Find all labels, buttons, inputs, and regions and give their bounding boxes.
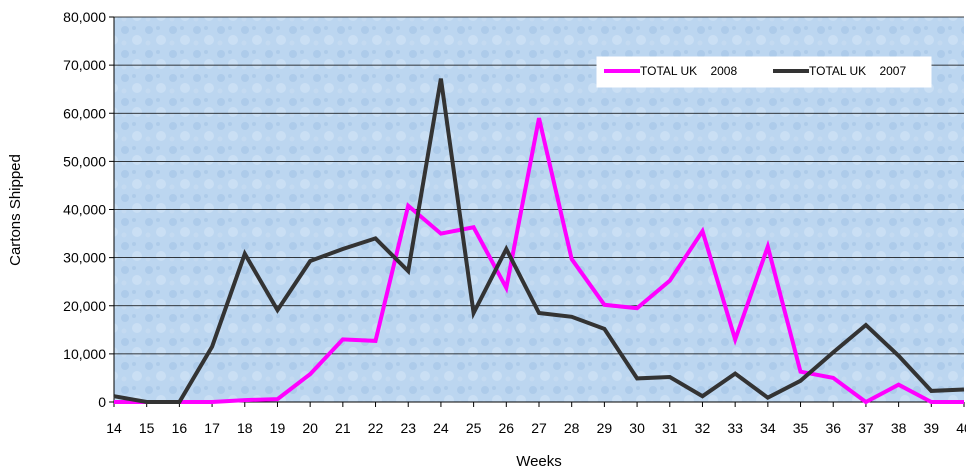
y-tick-label: 20,000 (63, 298, 106, 314)
x-tick-label: 15 (139, 420, 155, 436)
x-tick-label: 18 (237, 420, 253, 436)
x-tick-label: 29 (597, 420, 613, 436)
x-tick-label: 37 (858, 420, 874, 436)
x-tick-label: 20 (302, 420, 318, 436)
y-tick-label: 80,000 (63, 9, 106, 25)
x-tick-label: 40 (956, 420, 966, 436)
series-lines (113, 78, 965, 405)
x-tick-label: 34 (760, 420, 776, 436)
legend-label-2007: TOTAL UK 2007 (809, 64, 906, 78)
x-tick-label: 17 (204, 420, 220, 436)
y-tick-label: 60,000 (63, 105, 106, 121)
legend-label-2008: TOTAL UK 2008 (640, 64, 737, 78)
x-tick-label: 25 (466, 420, 482, 436)
y-axis-title: Cartons Shipped (7, 154, 24, 266)
x-axis: 14 15 16 17 18 19 20 21 22 23 24 25 26 27 28 29 30 31 32 33… (106, 401, 966, 436)
x-tick-label: 33 (727, 420, 743, 436)
y-tick-label: 30,000 (63, 250, 106, 266)
series-line-2007 (113, 78, 965, 404)
y-tick-label: 40,000 (63, 202, 106, 218)
x-tick-label: 19 (270, 420, 286, 436)
x-tick-label: 28 (564, 420, 580, 436)
legend-box (596, 56, 932, 88)
x-tick-label: 27 (531, 420, 547, 436)
y-tick-label: 50,000 (63, 153, 106, 169)
x-tick-label: 38 (891, 420, 907, 436)
x-tick-label: 36 (825, 420, 841, 436)
x-tick-label: 22 (368, 420, 384, 436)
x-tick-label: 30 (629, 420, 645, 436)
x-axis-title: Weeks (516, 453, 562, 470)
x-tick-label: 39 (924, 420, 940, 436)
legend: TOTAL UK 2008 TOTAL UK 2007 (596, 56, 932, 88)
x-tick-label: 24 (433, 420, 449, 436)
x-tick-label: 21 (335, 420, 351, 436)
x-tick-label: 23 (400, 420, 416, 436)
x-tick-label: 14 (106, 420, 122, 436)
y-axis: 0 10,000 20,000 30,000 40,000 50,000 60,000 70,… (63, 9, 115, 410)
y-tick-label: 0 (98, 394, 106, 410)
y-tick-label: 10,000 (63, 346, 106, 362)
x-tick-label: 26 (499, 420, 515, 436)
y-tick-label: 70,000 (63, 57, 106, 73)
x-tick-label: 32 (695, 420, 711, 436)
x-tick-label: 31 (662, 420, 678, 436)
x-tick-label: 16 (172, 420, 188, 436)
x-tick-label: 35 (793, 420, 809, 436)
series-line-2008 (114, 117, 964, 405)
